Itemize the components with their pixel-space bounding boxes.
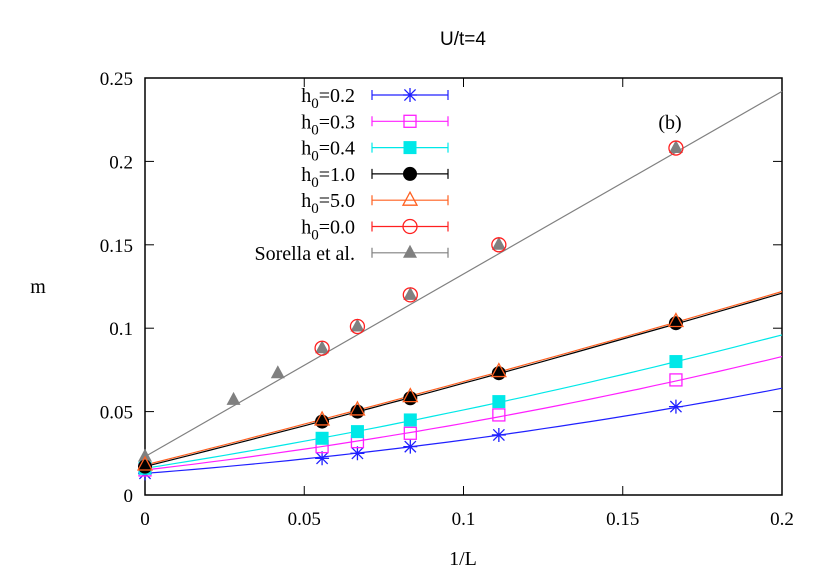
data-point [349,400,366,416]
legend-line [371,195,449,206]
data-point [315,431,329,445]
legend-label: h0=0.3 [301,111,355,138]
legend-line [371,221,449,232]
x-tick-label: 0 [140,509,150,530]
data-point [492,408,506,422]
data-point [403,88,417,102]
data-point [403,114,417,128]
data-point [350,446,365,461]
legend-label: h0=0.0 [301,217,355,244]
data-point [402,218,418,235]
y-tick-label: 0.15 [100,236,133,257]
data-point [136,455,154,471]
data-point [315,451,330,466]
data-point [669,355,683,369]
data-point [401,190,419,206]
data-point [403,244,417,258]
data-point [349,318,366,335]
legend-label: h0=0.4 [301,138,355,165]
data-point [403,141,417,155]
data-point [315,340,330,354]
chart-title: U/t=4 [440,29,486,50]
data-point [313,410,331,426]
plot-frame [144,77,783,496]
legend-label: h0=1.0 [301,164,355,191]
series [138,140,683,462]
data-point [492,395,506,409]
data-point [490,362,507,378]
fit-line [144,356,783,471]
data-point [491,427,506,442]
data-point [491,237,507,253]
data-point [403,439,418,454]
legend-label: h0=0.2 [301,85,355,112]
data-point [402,387,419,403]
data-point [668,140,684,156]
annotation: (b) [658,112,681,134]
fit-line [144,90,783,458]
data-point [226,391,241,405]
y-axis-label: m [30,276,46,298]
data-point [403,413,417,427]
data-point [270,365,285,379]
series [138,355,683,475]
y-tick-label: 0 [124,486,134,507]
y-tick-label: 0.1 [109,319,133,340]
data-point [350,425,364,439]
data-point [403,286,418,300]
series [138,399,683,481]
legend-line [371,116,449,127]
data-point [138,448,152,462]
y-tick-label: 0.05 [100,403,133,424]
legend-label: h0=5.0 [301,190,355,217]
series [136,312,685,471]
data-point [402,287,418,303]
x-tick-label: 0.1 [452,509,476,530]
data-point [669,373,683,387]
data-point [491,236,506,250]
data-point [403,426,417,440]
series [138,373,683,477]
x-tick-label: 0.15 [606,509,639,530]
x-axis-label: 1/L [449,548,477,570]
x-tick-label: 0.2 [770,509,794,530]
data-point [668,140,683,154]
y-tick-label: 0.25 [100,69,133,90]
data-point [350,318,365,332]
x-tick-label: 0.05 [288,509,321,530]
fit-line [144,387,783,474]
data-point [403,166,417,181]
series [314,140,684,356]
legend-label: Sorella et al. [254,243,355,265]
data-point [668,399,683,414]
y-tick-label: 0.2 [109,152,133,173]
data-point [667,312,685,328]
data-point [314,340,330,356]
